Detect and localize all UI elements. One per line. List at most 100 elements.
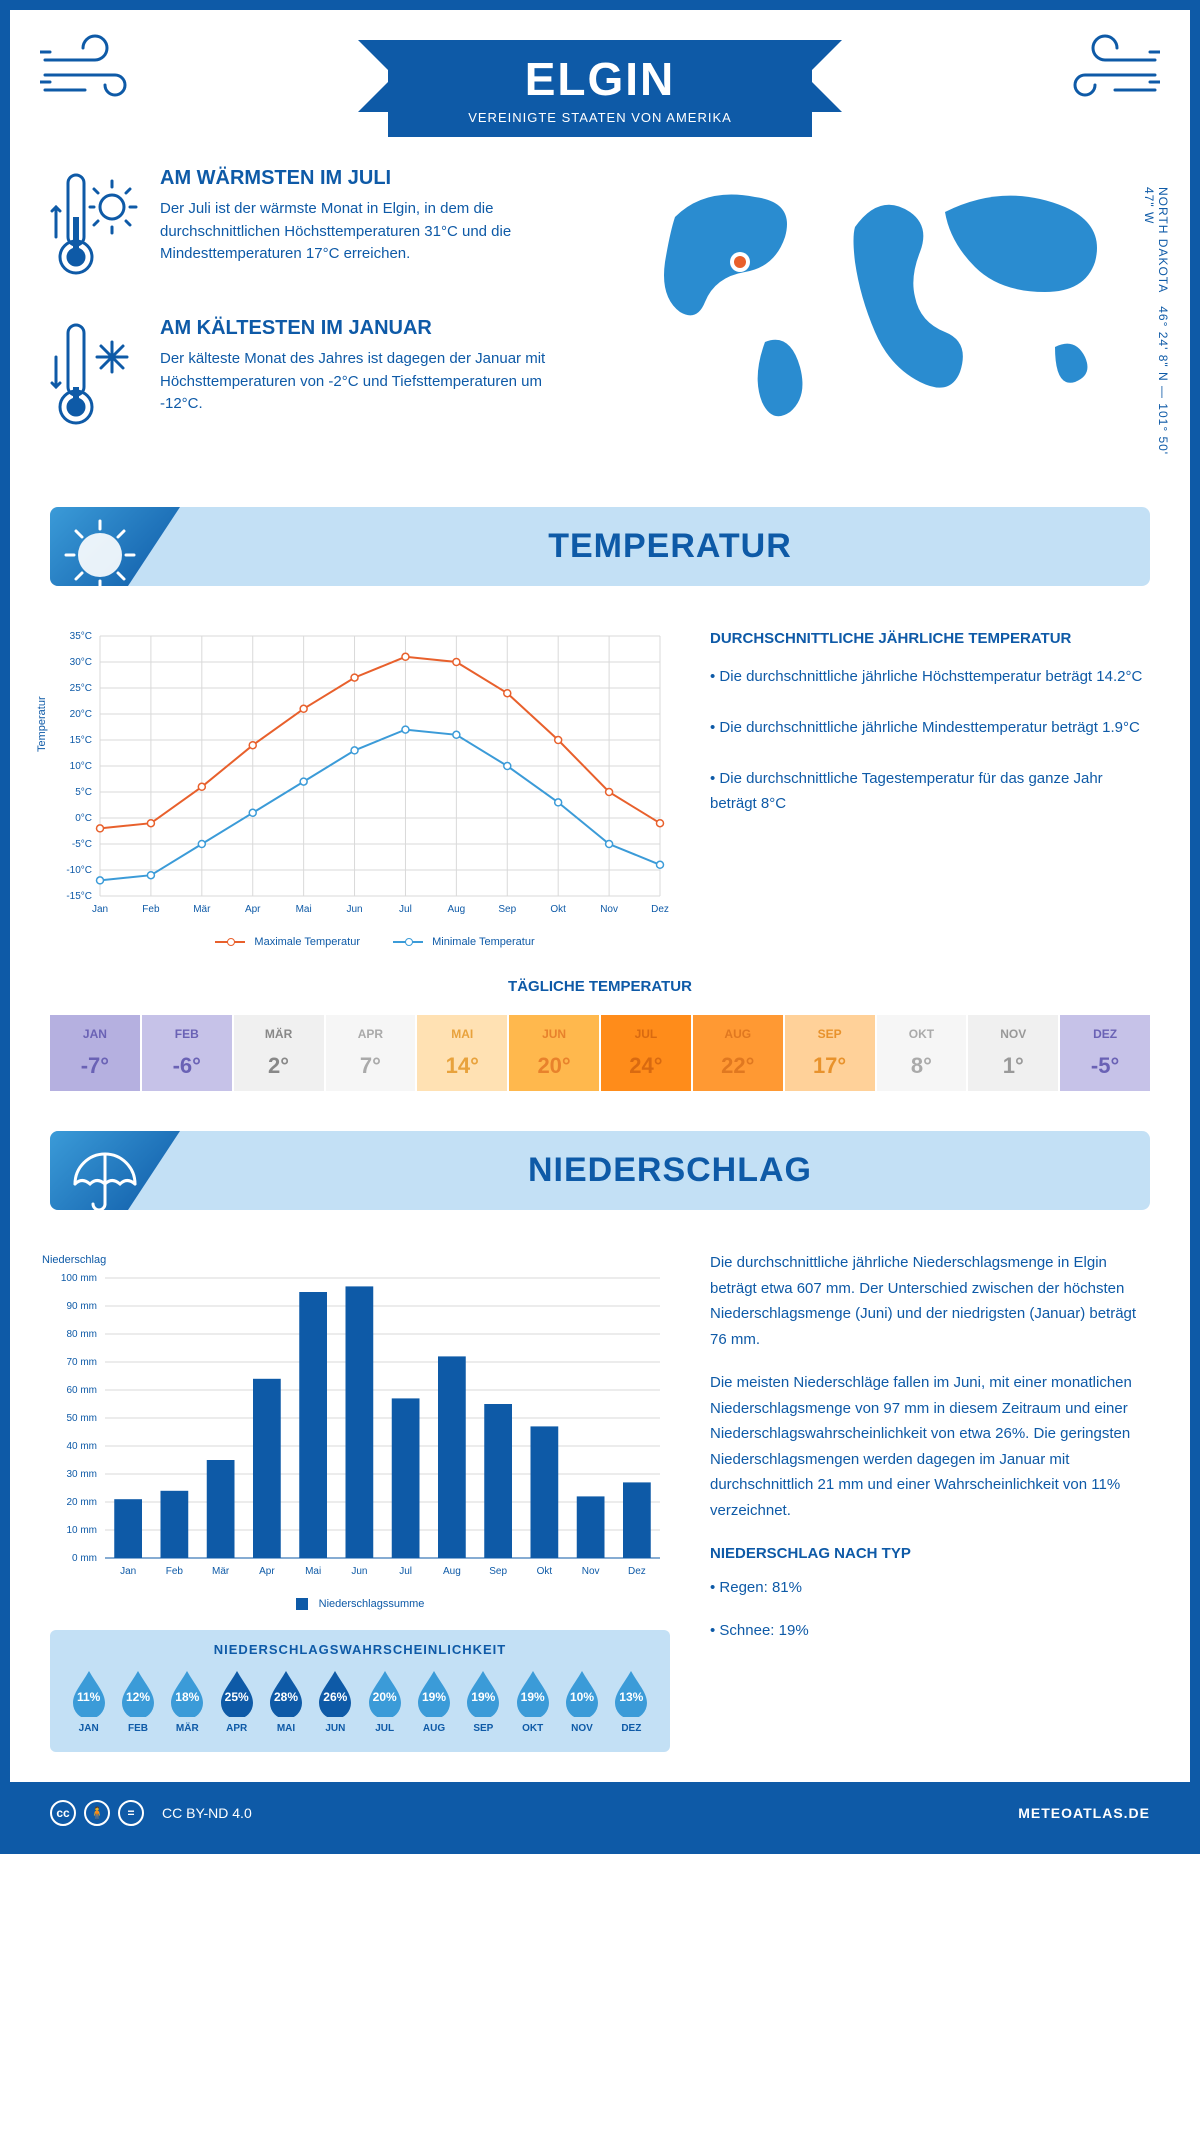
- svg-text:80 mm: 80 mm: [66, 1329, 97, 1340]
- svg-text:Sep: Sep: [498, 904, 516, 915]
- precip-probability-cell: 19% SEP: [461, 1669, 506, 1734]
- svg-text:40 mm: 40 mm: [66, 1441, 97, 1452]
- temperature-heading: TEMPERATUR: [190, 527, 1150, 566]
- svg-text:25°C: 25°C: [70, 683, 92, 694]
- svg-text:Okt: Okt: [550, 904, 566, 915]
- daily-temp-cell: JUL24°: [601, 1015, 691, 1091]
- svg-text:5°C: 5°C: [75, 787, 92, 798]
- header: ELGIN VEREINIGTE STAATEN VON AMERIKA: [50, 40, 1150, 137]
- daily-temp-cell: JAN-7°: [50, 1015, 140, 1091]
- daily-temp-cell: AUG22°: [693, 1015, 783, 1091]
- svg-text:Apr: Apr: [245, 904, 261, 915]
- coldest-title: AM KÄLTESTEN IM JANUAR: [160, 317, 580, 340]
- svg-text:60 mm: 60 mm: [66, 1385, 97, 1396]
- precip-probability-cell: 18% MÄR: [165, 1669, 210, 1734]
- svg-text:Okt: Okt: [537, 1566, 553, 1577]
- svg-text:Mär: Mär: [212, 1566, 230, 1577]
- svg-text:35°C: 35°C: [70, 631, 92, 642]
- svg-text:Aug: Aug: [443, 1566, 461, 1577]
- warmest-fact: AM WÄRMSTEN IM JULI Der Juli ist der wär…: [50, 167, 580, 287]
- thermometer-sun-icon: [50, 167, 140, 287]
- daily-temp-table: JAN-7°FEB-6°MÄR2°APR7°MAI14°JUN20°JUL24°…: [50, 1015, 1150, 1091]
- svg-text:90 mm: 90 mm: [66, 1301, 97, 1312]
- svg-text:10°C: 10°C: [70, 761, 92, 772]
- umbrella-icon: [60, 1139, 140, 1210]
- precipitation-info: Die durchschnittliche jährliche Niedersc…: [710, 1250, 1150, 1752]
- precipitation-heading: NIEDERSCHLAG: [190, 1151, 1150, 1190]
- thermometer-snow-icon: [50, 317, 140, 437]
- precip-probability-cell: 25% APR: [214, 1669, 259, 1734]
- svg-text:0°C: 0°C: [75, 813, 92, 824]
- precip-probability-cell: 20% JUL: [362, 1669, 407, 1734]
- chart-legend: Maximale Temperatur Minimale Temperatur: [50, 936, 670, 948]
- svg-text:70 mm: 70 mm: [66, 1357, 97, 1368]
- svg-text:Jun: Jun: [346, 904, 362, 915]
- temperature-banner: TEMPERATUR: [50, 507, 1150, 586]
- svg-text:Aug: Aug: [447, 904, 465, 915]
- precip-probability-cell: 19% AUG: [411, 1669, 456, 1734]
- svg-text:Mai: Mai: [305, 1566, 321, 1577]
- svg-text:15°C: 15°C: [70, 735, 92, 746]
- wind-icon: [1050, 30, 1160, 110]
- svg-text:Nov: Nov: [582, 1566, 600, 1577]
- footer: cc 🧍 = CC BY-ND 4.0 METEOATLAS.DE: [10, 1782, 1190, 1844]
- daily-temp-cell: MÄR2°: [234, 1015, 324, 1091]
- svg-text:20 mm: 20 mm: [66, 1497, 97, 1508]
- svg-text:Dez: Dez: [651, 904, 669, 915]
- license-badge: cc 🧍 = CC BY-ND 4.0: [50, 1800, 252, 1826]
- svg-text:Jan: Jan: [120, 1566, 136, 1577]
- daily-temp-cell: NOV1°: [968, 1015, 1058, 1091]
- sun-icon: [60, 515, 140, 586]
- temperature-info: DURCHSCHNITTLICHE JÄHRLICHE TEMPERATUR •…: [710, 626, 1150, 948]
- precipitation-bar-chart: Niederschlag 0 mm10 mm20 mm30 mm40 mm50 …: [50, 1250, 670, 1610]
- city-title: ELGIN: [468, 52, 732, 106]
- svg-text:30°C: 30°C: [70, 657, 92, 668]
- coldest-fact: AM KÄLTESTEN IM JANUAR Der kälteste Mona…: [50, 317, 580, 437]
- precip-probability-cell: 12% FEB: [115, 1669, 160, 1734]
- daily-temp-title: TÄGLICHE TEMPERATUR: [50, 978, 1150, 995]
- svg-text:Sep: Sep: [489, 1566, 507, 1577]
- svg-text:10 mm: 10 mm: [66, 1525, 97, 1536]
- daily-temp-cell: OKT8°: [877, 1015, 967, 1091]
- svg-text:30 mm: 30 mm: [66, 1469, 97, 1480]
- precip-probability-cell: 28% MAI: [263, 1669, 308, 1734]
- svg-text:50 mm: 50 mm: [66, 1413, 97, 1424]
- svg-text:Dez: Dez: [628, 1566, 646, 1577]
- coldest-text: Der kälteste Monat des Jahres ist dagege…: [160, 348, 580, 416]
- precip-probability-cell: 26% JUN: [313, 1669, 358, 1734]
- daily-temp-cell: APR7°: [326, 1015, 416, 1091]
- country-subtitle: VEREINIGTE STAATEN VON AMERIKA: [468, 110, 732, 125]
- daily-temp-cell: SEP17°: [785, 1015, 875, 1091]
- svg-text:Feb: Feb: [166, 1566, 184, 1577]
- svg-text:100 mm: 100 mm: [61, 1273, 97, 1284]
- svg-text:Jul: Jul: [399, 904, 412, 915]
- daily-temp-cell: JUN20°: [509, 1015, 599, 1091]
- precipitation-banner: NIEDERSCHLAG: [50, 1131, 1150, 1210]
- svg-text:Mai: Mai: [296, 904, 312, 915]
- svg-text:-5°C: -5°C: [72, 839, 92, 850]
- svg-text:20°C: 20°C: [70, 709, 92, 720]
- daily-temp-cell: DEZ-5°: [1060, 1015, 1150, 1091]
- svg-text:Apr: Apr: [259, 1566, 275, 1577]
- precip-probability-cell: 11% JAN: [66, 1669, 111, 1734]
- warmest-text: Der Juli ist der wärmste Monat in Elgin,…: [160, 198, 580, 266]
- wind-icon: [40, 30, 150, 110]
- warmest-title: AM WÄRMSTEN IM JULI: [160, 167, 580, 190]
- svg-text:-15°C: -15°C: [66, 891, 92, 902]
- daily-temp-cell: MAI14°: [417, 1015, 507, 1091]
- svg-text:Mär: Mär: [193, 904, 211, 915]
- svg-text:Feb: Feb: [142, 904, 160, 915]
- svg-text:-10°C: -10°C: [66, 865, 92, 876]
- coordinates: NORTH DAKOTA 46° 24' 8" N — 101° 50' 47"…: [1142, 187, 1170, 467]
- brand-label: METEOATLAS.DE: [1018, 1805, 1150, 1821]
- svg-text:Nov: Nov: [600, 904, 618, 915]
- svg-text:Jun: Jun: [351, 1566, 367, 1577]
- precip-probability-cell: 13% DEZ: [609, 1669, 654, 1734]
- svg-text:Jan: Jan: [92, 904, 108, 915]
- temperature-line-chart: Temperatur -15°C-10°C-5°C0°C5°C10°C15°C2…: [50, 626, 670, 926]
- svg-text:Jul: Jul: [399, 1566, 412, 1577]
- world-map-icon: [620, 167, 1150, 427]
- daily-temp-cell: FEB-6°: [142, 1015, 232, 1091]
- svg-text:0 mm: 0 mm: [72, 1553, 97, 1564]
- precipitation-probability-box: NIEDERSCHLAGSWAHRSCHEINLICHKEIT 11% JAN …: [50, 1630, 670, 1752]
